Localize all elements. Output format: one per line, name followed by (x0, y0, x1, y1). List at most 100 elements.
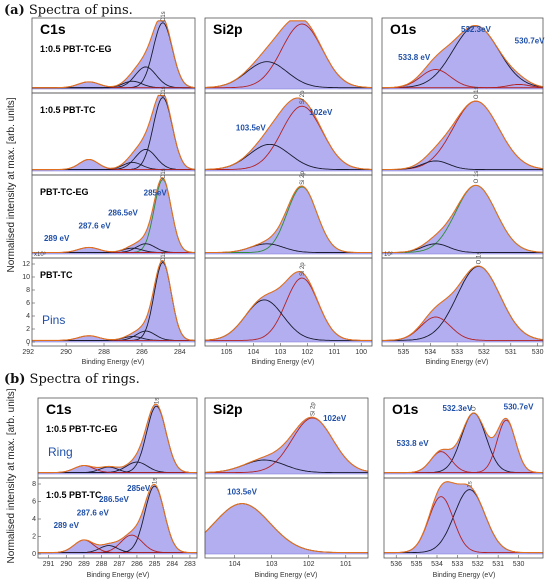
sample-label: 1:0.5 PBT-TC-EG (40, 44, 112, 54)
x-tick-label: 535 (398, 349, 410, 356)
x-axis-label-pins-c1s: Binding Energy (eV) (82, 359, 145, 366)
x-axis-label-rings-o1s: Binding Energy (eV) (433, 572, 496, 579)
panel-title: Si2p (213, 21, 243, 37)
y-tick-label: 0 (26, 339, 30, 346)
peak-marker: C1s (161, 86, 167, 97)
x-tick-label: 290 (60, 561, 72, 568)
panel-pins-c1s-2: 1:0.5 PBT-TC C1s (31, 86, 196, 176)
peak-marker: Si 2p (300, 262, 306, 276)
y-tick-label: 6 (32, 499, 36, 506)
x-tick-label: 536 (390, 561, 402, 568)
x-tick-label: 101 (340, 561, 352, 568)
spectrum-fill (204, 185, 373, 255)
y-tick-label: 12 (22, 261, 30, 268)
x-tick-label: 101 (328, 349, 340, 356)
peak-marker: O 1s (474, 171, 480, 184)
y-axis-label-rings: Normalised intensity at max. [arb. units… (6, 388, 17, 563)
fit-envelope (204, 503, 368, 554)
x-tick-label: 288 (98, 349, 110, 356)
fit-envelope (382, 184, 544, 254)
panel-frame (37, 477, 198, 559)
spectrum-fill (204, 503, 369, 555)
sample-label: 1:0.5 PBT-TC (40, 105, 96, 115)
fit-envelope (38, 403, 197, 474)
x-tick-label: 104 (229, 561, 241, 568)
x-tick-label: 535 (411, 561, 423, 568)
peak-label: 533.8 eV (398, 53, 431, 62)
peak-label: 286.5eV (99, 495, 129, 504)
panel-title: C1s (40, 21, 66, 37)
panel-pins-o1s-2: O 1s (381, 86, 544, 176)
panel-frame (204, 477, 369, 559)
peak-label: 102eV (309, 108, 333, 117)
peak-marker: Si 2p (310, 402, 316, 416)
peak-label: 103.5eV (236, 124, 266, 133)
panel-title: O1s (392, 401, 419, 417)
x-tick-label: 290 (60, 349, 72, 356)
x-tick-label: 104 (248, 349, 260, 356)
y-tick-label: 2 (32, 534, 36, 541)
y-tick-label: 2 (26, 326, 30, 333)
peak-label: 102eV (323, 414, 347, 423)
x-axis-label-pins-o1s: Binding Energy (eV) (426, 359, 489, 366)
x-axis-label-pins-si2p: Binding Energy (eV) (252, 359, 315, 366)
panel-rings-si2p-1: Si2p Si 2p 102eV (204, 397, 369, 479)
peak-marker: C1s (161, 11, 167, 22)
spectrum-fill (204, 271, 373, 343)
panel-title: C1s (46, 401, 72, 417)
panel-pins-c1s-4: PBT-TC Pins C1s 292 290 288 286 284 0 2 4 6 8 10 12 (22, 251, 196, 356)
fit-envelope (32, 259, 196, 341)
panel-pins-si2p-1: Si2p (204, 17, 373, 94)
x-tick-label: 533 (452, 561, 464, 568)
spectrum-fill (204, 97, 373, 172)
peak-marker: 1s (153, 478, 159, 484)
x-tick-label: 533 (451, 349, 463, 356)
peak-label: 103.5eV (227, 488, 257, 497)
component-peak-2 (382, 84, 543, 89)
x-tick-label: 530 (532, 349, 544, 356)
panel-frame (204, 257, 373, 347)
x-tick-label: 286 (136, 349, 148, 356)
peak-label: 285eV (127, 484, 151, 493)
panel-frame (31, 257, 196, 347)
peak-marker: Si 2p (300, 171, 306, 185)
x-tick-label: 288 (96, 561, 108, 568)
fit-envelope (205, 97, 372, 170)
component-peak-1 (382, 69, 543, 89)
x-axis-label-rings-si2p: Binding Energy (eV) (255, 572, 318, 579)
x-tick-label: 100 (355, 349, 367, 356)
panel-frame (381, 257, 544, 347)
scale-marker: x10³ (34, 252, 46, 258)
y-tick-label: 0 (32, 551, 36, 558)
spectrum-fill (381, 265, 544, 343)
x-axis-label-rings-c1s: Binding Energy (eV) (87, 572, 150, 579)
x-tick-label: 532 (472, 561, 484, 568)
x-tick-label: 102 (302, 349, 314, 356)
x-tick-label: 291 (43, 561, 55, 568)
x-tick-label: 289 (78, 561, 90, 568)
peak-marker: C1s (161, 251, 167, 262)
x-tick-label: 531 (505, 349, 517, 356)
peak-marker: O (472, 406, 478, 411)
x-tick-label: 530 (513, 561, 525, 568)
peak-marker: Si 2p (300, 90, 306, 104)
sample-label: PBT-TC (40, 270, 73, 280)
caption-b: (b) Spectra of rings. (4, 372, 140, 387)
x-tick-label: 286 (131, 561, 143, 568)
x-tick-label: 532 (478, 349, 490, 356)
peak-label: 533.8 eV (397, 439, 430, 448)
fit-envelope (204, 20, 372, 89)
peak-label: 532.3eV (461, 25, 491, 34)
y-axis-label-pins: Normalised intensity at max. [arb. units… (6, 97, 17, 272)
panel-pins-si2p-4: Si 2p 105 104 103 102 101 100 (204, 257, 373, 356)
peak-marker: 1s (154, 398, 160, 404)
peak-label: 530.7eV (515, 37, 545, 46)
x-tick-label: 531 (492, 561, 504, 568)
peak-marker: O 1s (477, 252, 483, 265)
y-tick-label: 8 (26, 287, 30, 294)
panel-pins-o1s-4: O 1s 535 534 533 532 531 530 (381, 252, 544, 356)
